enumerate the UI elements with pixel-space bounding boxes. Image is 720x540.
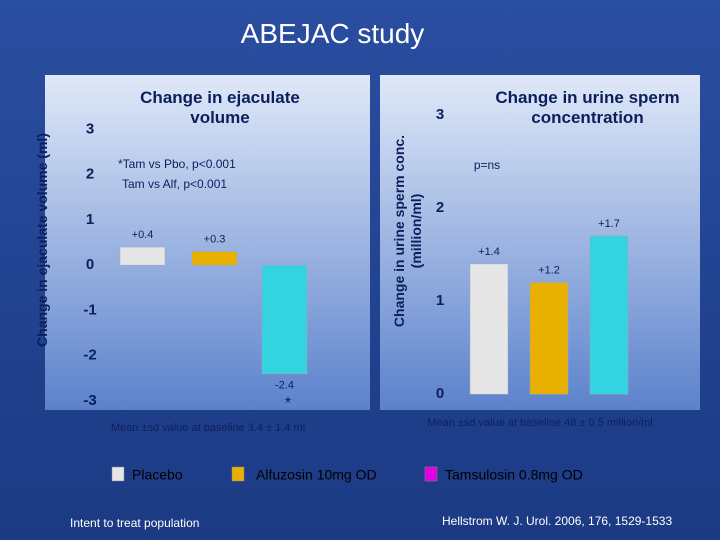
bar <box>119 246 166 266</box>
bar <box>261 264 308 375</box>
y-tick-label: 2 <box>436 199 444 216</box>
bar <box>191 251 238 266</box>
annotation: p=ns <box>474 158 500 172</box>
annotation: *Tam vs Pbo, p<0.001 <box>118 157 236 171</box>
legend-swatch <box>424 466 438 482</box>
value-label: +1.7 <box>598 218 620 230</box>
legend-swatch <box>111 466 125 482</box>
y-tick-label: 3 <box>86 120 94 137</box>
chart-title: Change in urine sperm concentration <box>495 88 680 127</box>
y-axis-label: Change in urine sperm conc. (million/ml) <box>391 134 424 328</box>
legend-swatch <box>231 466 245 482</box>
bar <box>469 263 509 395</box>
bar <box>529 282 569 395</box>
baseline-note: Mean ±sd value at baseline 3.4 ± 1.4 ml <box>111 422 305 434</box>
y-tick-label: 0 <box>86 256 94 273</box>
plot-area <box>45 75 370 410</box>
y-tick-label: 1 <box>86 211 94 228</box>
legend-label: Alfuzosin 10mg OD <box>256 467 377 483</box>
y-tick-label: 3 <box>436 106 444 123</box>
value-label: +0.4 <box>132 229 154 241</box>
chart-title: Change in ejaculate volume <box>140 88 300 127</box>
bar <box>589 235 629 395</box>
value-label: +0.3 <box>204 233 226 245</box>
y-tick-label: 0 <box>436 385 444 402</box>
footnote: Intent to treat population <box>70 516 200 530</box>
y-tick-label: -3 <box>83 392 96 409</box>
value-label: +1.4 <box>478 246 500 258</box>
y-tick-label: 2 <box>86 166 94 183</box>
slide-title: ABEJAC study <box>240 18 425 49</box>
baseline-note: Mean ±sd value at baseline 48 ± 0.5 mill… <box>427 417 652 429</box>
y-axis-label: Change in ejaculate volume (ml) <box>34 133 50 347</box>
value-label: +1.2 <box>538 264 560 276</box>
legend-label: Tamsulosin 0.8mg OD <box>445 467 583 483</box>
reference: Hellstrom W. J. Urol. 2006, 176, 1529-15… <box>442 514 673 528</box>
annotation: Tam vs Alf, p<0.001 <box>122 177 227 191</box>
annotation: * <box>285 395 291 412</box>
y-tick-label: -1 <box>83 301 96 318</box>
legend-label: Placebo <box>132 467 183 483</box>
y-tick-label: -2 <box>83 347 96 364</box>
y-tick-label: 1 <box>436 292 444 309</box>
value-label: -2.4 <box>275 380 294 392</box>
